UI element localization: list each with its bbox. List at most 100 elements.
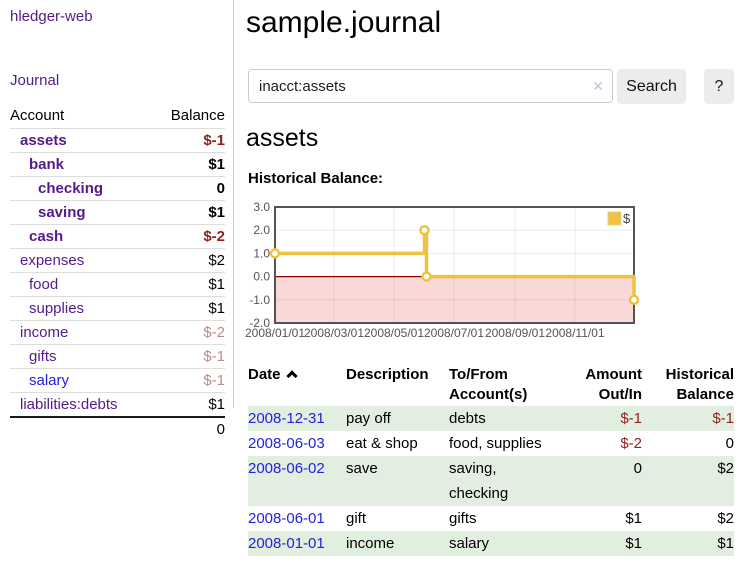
accounts-total-value: 0 (216, 421, 225, 438)
account-balance: $-1 (203, 372, 225, 389)
y-tick-label: 0.0 (253, 270, 270, 284)
account-link[interactable]: food (29, 276, 59, 293)
plot-border (274, 206, 635, 324)
legend-label: $ (623, 211, 631, 226)
description-cell: save (346, 460, 378, 477)
date-link[interactable]: 2008-06-01 (248, 510, 325, 527)
x-tick-label: 2008/05/01 (364, 326, 424, 340)
accounts-total-row: 0 (10, 417, 225, 441)
account-link[interactable]: bank (29, 156, 65, 173)
account-balance: $1 (208, 300, 225, 317)
description-cell: eat & shop (346, 435, 418, 452)
account-link[interactable]: gifts (29, 348, 57, 365)
legend-swatch (607, 211, 622, 226)
account-link[interactable]: saving (38, 204, 86, 221)
register-col-date[interactable]: Date (248, 362, 346, 406)
account-link[interactable]: cash (29, 228, 64, 245)
account-row: expenses $2 (10, 248, 225, 273)
balance-cell: $1 (717, 535, 734, 552)
account-heading: assets (246, 124, 319, 152)
clear-search-icon[interactable]: ✕ (592, 78, 604, 94)
register-row: 2008-06-01 gift gifts $1 $2 (248, 506, 734, 531)
account-row: checking 0 (10, 176, 225, 201)
x-tick-label: 2008/01/01 (245, 326, 305, 340)
register-table: Date Description To/From Account(s) Amount … (248, 362, 734, 556)
account-balance: $-1 (203, 132, 225, 149)
register-row: 2008-01-01 income salary $1 $1 (248, 531, 734, 556)
amount-cell: $1 (625, 535, 642, 552)
account-balance: $-1 (203, 348, 225, 365)
amount-cell: $-2 (620, 435, 642, 452)
account-row: bank $1 (10, 152, 225, 177)
x-tick-label: 2008/11/01 (545, 326, 604, 340)
app-title-link[interactable]: hledger-web (10, 8, 93, 25)
chart-label: Historical Balance: (248, 170, 384, 187)
account-link[interactable]: salary (29, 372, 70, 389)
historical-balance-chart[interactable]: 3.0 2.0 1.0 0.0 -1.0 -2.02008/01/012008/03/01… (244, 200, 644, 345)
register-col-to-from-account-s: To/From Account(s) (449, 366, 528, 403)
accounts-col-account: Account (10, 107, 65, 124)
account-link[interactable]: supplies (29, 300, 85, 317)
nav-journal-link[interactable]: Journal (10, 72, 60, 89)
account-balance: $1 (208, 204, 225, 221)
account-row: assets $-1 (10, 128, 225, 153)
account-link[interactable]: checking (38, 180, 104, 197)
account-balance: $-2 (203, 228, 225, 245)
accounts-cell: saving, checking (449, 460, 509, 502)
account-row: cash $-2 (10, 224, 225, 249)
data-point (269, 248, 281, 259)
register-col-description: Description (346, 366, 429, 383)
description-cell: pay off (346, 410, 391, 427)
balance-cell: 0 (725, 435, 734, 452)
date-link[interactable]: 2008-06-03 (248, 435, 325, 452)
account-row: gifts $-1 (10, 344, 225, 369)
y-tick-label: 1.0 (253, 246, 270, 260)
date-link[interactable]: 2008-12-31 (248, 410, 325, 427)
account-link[interactable]: assets (20, 132, 67, 149)
sidebar: hledger-web Journal Account Balance asse… (0, 0, 233, 582)
account-link[interactable]: liabilities:debts (20, 396, 118, 413)
account-link[interactable]: income (20, 324, 69, 341)
date-link[interactable]: 2008-06-02 (248, 460, 325, 477)
sort-ascending-icon (285, 370, 298, 382)
accounts-header-row: Account Balance (10, 104, 225, 129)
accounts-cell: food, supplies (449, 435, 542, 452)
register-col-historical-balance: Historical Balance (665, 366, 734, 403)
account-row: saving $1 (10, 200, 225, 225)
accounts-col-balance: Balance (170, 107, 225, 124)
account-row: liabilities:debts $1 (10, 392, 225, 418)
account-balance: $1 (208, 276, 225, 293)
x-tick-label: 2008/09/01 (485, 326, 545, 340)
data-point (421, 271, 432, 282)
balance-cell: $2 (717, 510, 734, 527)
y-tick-label: -1.0 (249, 293, 270, 307)
y-tick-label: -2.0 (249, 316, 270, 330)
search-button[interactable]: Search (617, 69, 686, 104)
data-point (419, 224, 430, 236)
register-col-amount-out-in: Amount Out/In (585, 366, 642, 403)
negative-region (275, 276, 634, 323)
help-button[interactable]: ? (704, 69, 734, 104)
x-tick-label: 2008/07/01 (424, 326, 484, 340)
balance-cell: $2 (717, 460, 734, 477)
account-balance: $1 (208, 396, 225, 413)
accounts-table: Account Balance assets $-1 bank $1 checking 0… (10, 104, 225, 441)
account-row: salary $-1 (10, 368, 225, 393)
account-row: supplies $1 (10, 296, 225, 321)
date-link[interactable]: 2008-01-01 (248, 535, 325, 552)
sidebar-divider (233, 0, 234, 408)
page-title: sample.journal (246, 6, 442, 39)
account-row: income $-2 (10, 320, 225, 345)
account-balance: $-2 (203, 324, 225, 341)
y-tick-label: 2.0 (253, 223, 270, 237)
account-balance: $2 (208, 252, 225, 269)
search-input[interactable] (248, 69, 613, 103)
amount-cell: $-1 (620, 410, 642, 427)
register-header-row: Date Description To/From Account(s) Amount … (248, 362, 734, 406)
accounts-cell: gifts (449, 510, 477, 527)
amount-cell: 0 (633, 460, 642, 477)
accounts-total-spacer (10, 417, 153, 441)
y-tick-label: 3.0 (253, 200, 270, 214)
account-link[interactable]: expenses (20, 252, 85, 269)
account-balance: 0 (216, 180, 225, 197)
